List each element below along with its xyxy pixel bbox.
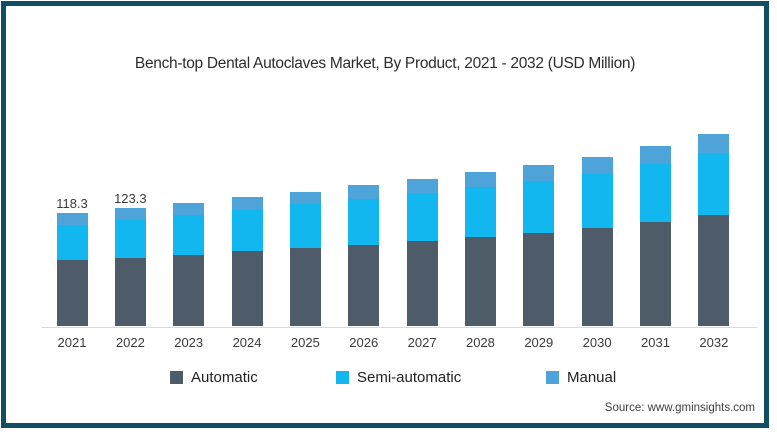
legend-label-semi-automatic: Semi-automatic [357,369,462,386]
bar-2023-semi-automatic [173,214,205,255]
bar-2022-automatic [114,257,146,326]
legend-label-manual: Manual [567,369,617,386]
bar-2021 [56,212,88,326]
x-tick-2030: 2030 [582,335,612,350]
bar-2031-manual [640,145,671,164]
bar-2028-automatic [464,236,496,326]
legend-swatch-semi-automatic [336,371,349,384]
data-label-2021: 118.3 [56,195,88,211]
chart-title: Bench-top Dental Autoclaves Market, By P… [134,55,636,72]
bar-2028-manual [464,171,496,188]
bar-2025 [289,191,321,326]
bar-2026-manual [348,185,380,199]
bar-2029-semi-automatic [523,180,555,233]
legend-item-semi-automatic: Semi-automatic [336,369,461,386]
data-label-2022: 123.3 [114,190,147,206]
bar-2025-semi-automatic [289,204,321,249]
bar-2032-manual [698,134,730,154]
bar-2030-semi-automatic [581,173,613,228]
bar-2027-automatic [406,240,438,326]
bar-2029 [523,164,555,326]
bar-2022 [114,207,146,326]
bar-2025-manual [289,191,321,205]
bar-2026-semi-automatic [348,198,380,245]
x-tick-2029: 2029 [524,335,554,350]
bar-2027-semi-automatic [406,193,438,241]
legend-swatch-automatic [170,371,183,384]
bar-2029-manual [523,164,555,181]
bar-2030-automatic [581,228,613,326]
bar-2032-automatic [698,215,730,326]
x-tick-2025: 2025 [290,335,320,350]
legend-item-automatic: Automatic [170,369,258,386]
bar-2023-manual [173,202,205,215]
bar-2031 [640,145,671,326]
source-text: Source: www.gminsights.com [604,402,755,414]
bar-2022-semi-automatic [114,220,146,258]
bar-2030 [581,156,613,326]
x-tick-2026: 2026 [349,335,379,350]
bar-2027 [406,178,438,326]
bar-2021-semi-automatic [56,224,88,261]
x-tick-2023: 2023 [174,335,204,350]
x-tick-2031: 2031 [641,335,670,350]
bar-2029-automatic [523,232,555,326]
bar-2024 [231,197,263,326]
legend-item-manual: Manual [546,369,616,386]
x-tick-2027: 2027 [407,335,437,350]
legend-swatch-manual [546,371,559,384]
bar-2032-semi-automatic [698,153,730,216]
bar-2024-automatic [231,251,263,326]
bar-2030-manual [581,156,613,174]
bar-2023 [173,202,205,326]
legend-label-automatic: Automatic [191,369,258,386]
bar-2025-automatic [289,248,321,326]
bar-2026-automatic [348,244,380,326]
bar-2027-manual [406,178,438,194]
x-tick-2032: 2032 [699,335,729,350]
x-tick-2024: 2024 [232,335,262,350]
bar-2031-automatic [640,221,671,326]
x-axis-line [42,327,757,328]
x-tick-2022: 2022 [115,335,145,350]
bar-2024-semi-automatic [231,209,263,252]
bar-2022-manual [114,207,146,221]
bar-2021-automatic [56,260,88,326]
bar-2021-manual [56,212,88,225]
x-tick-2028: 2028 [465,335,495,350]
bar-2028 [464,171,496,326]
bar-2031-semi-automatic [640,163,671,222]
bar-2026 [348,185,380,326]
bar-2023-automatic [173,254,205,326]
x-tick-2021: 2021 [57,335,87,350]
bar-2032 [698,134,730,326]
bar-2024-manual [231,197,263,210]
bar-2028-semi-automatic [464,187,496,237]
